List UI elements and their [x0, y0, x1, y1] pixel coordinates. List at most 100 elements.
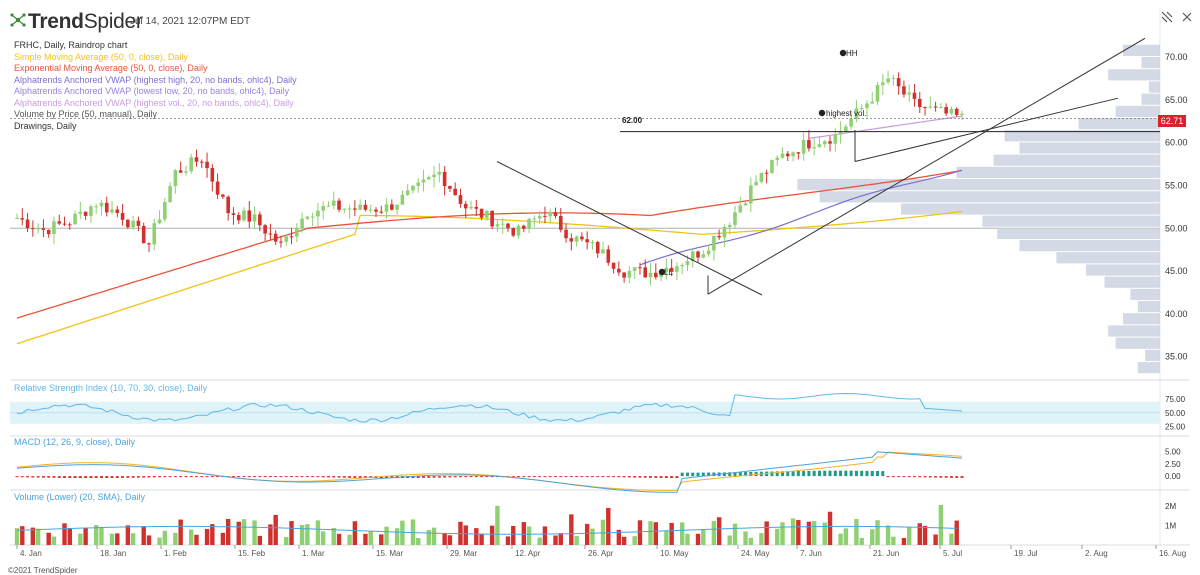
- candle-body: [374, 209, 378, 212]
- candle-body: [25, 219, 30, 229]
- macd-hist-bar: [68, 476, 72, 478]
- candle-body: [168, 186, 172, 203]
- candle-body: [490, 210, 494, 227]
- volume-bar: [284, 536, 289, 545]
- volume-bar: [14, 528, 20, 545]
- volume-bar: [574, 535, 579, 545]
- legend-item[interactable]: Volume by Price (50, manual), Daily: [14, 109, 158, 119]
- candle-body: [189, 157, 194, 172]
- macd-hist-bar: [802, 470, 806, 477]
- candle-body: [558, 215, 563, 230]
- candle-body: [199, 161, 204, 163]
- macd-hist-bar: [781, 471, 785, 477]
- candle-body: [252, 214, 257, 222]
- rsi-tick-label: 25.00: [1165, 423, 1186, 432]
- volume-bar: [157, 537, 162, 545]
- macd-hist-bar: [728, 472, 732, 477]
- macd-hist-bar: [342, 476, 346, 478]
- volume-bar: [790, 518, 796, 545]
- candle-body: [627, 270, 632, 278]
- volume-bar: [727, 535, 732, 545]
- macd-hist-bar: [627, 476, 631, 478]
- macd-hist-bar: [876, 471, 880, 477]
- candle-body: [236, 214, 241, 221]
- macd-hist-bar: [163, 476, 167, 478]
- candle-body: [812, 147, 816, 149]
- macd-hist-bar: [553, 476, 557, 478]
- volume-bar: [764, 521, 769, 545]
- candle-body: [859, 108, 864, 110]
- volume-bar: [590, 528, 595, 545]
- macd-hist-bar: [564, 476, 568, 478]
- macd-label[interactable]: MACD (12, 26, 9, close), Daily: [14, 437, 136, 447]
- volume-bar: [125, 525, 131, 545]
- candle-body: [844, 126, 848, 132]
- volume-bar: [891, 536, 896, 545]
- x-tick-label: 12. Apr: [515, 549, 541, 558]
- candle-body: [907, 92, 912, 95]
- candle-body: [712, 235, 716, 251]
- candle-body: [448, 185, 452, 189]
- volume-profile-bar: [901, 203, 1160, 215]
- candle-body: [717, 235, 721, 238]
- candle-body: [126, 219, 130, 228]
- volume-profile-bar: [956, 166, 1160, 178]
- macd-hist-bar: [949, 476, 953, 478]
- macd-hist-bar: [115, 476, 119, 478]
- close-icon[interactable]: [1180, 10, 1194, 24]
- volume-bar: [811, 520, 817, 545]
- x-tick-label: 5. Jul: [943, 549, 962, 558]
- volume-bar: [474, 528, 479, 545]
- candle-body: [194, 157, 199, 162]
- macd-hist-bar: [126, 476, 130, 478]
- macd-hist-bar: [664, 476, 668, 478]
- macd-hist-bar: [316, 476, 320, 478]
- candle-body: [110, 209, 114, 213]
- legend-item[interactable]: FRHC, Daily, Raindrop chart: [14, 40, 128, 50]
- legend-item[interactable]: Alphatrends Anchored VWAP (lowest low, 2…: [14, 86, 290, 96]
- macd-hist-bar: [284, 476, 288, 478]
- candle-body: [870, 101, 875, 104]
- legend-item[interactable]: Drawings, Daily: [14, 120, 77, 131]
- volume-label[interactable]: Volume (Lower) (20, SMA), Daily: [14, 492, 146, 502]
- candle-body: [917, 98, 922, 108]
- legend-item[interactable]: Exponential Moving Average (50, 0, close…: [14, 63, 208, 73]
- macd-hist-bar: [617, 476, 621, 478]
- macd-hist-bar: [147, 476, 151, 478]
- legend-item[interactable]: Alphatrends Anchored VWAP (highest vol.,…: [14, 97, 294, 108]
- macd-hist-bar: [469, 476, 473, 478]
- macd-hist-bar: [36, 476, 40, 478]
- volume-bar: [806, 521, 812, 545]
- macd-hist-bar: [569, 476, 573, 478]
- legend-item[interactable]: Simple Moving Average (50, 0, close), Da…: [14, 51, 188, 62]
- volume-bar: [189, 529, 194, 545]
- volume-bar: [495, 505, 500, 545]
- lines-icon[interactable]: [1160, 10, 1174, 24]
- legend-item[interactable]: Alphatrends Anchored VWAP (highest high,…: [14, 74, 297, 85]
- candle-body: [949, 108, 954, 114]
- x-tick-label: 10. May: [660, 549, 688, 558]
- volume-bar: [938, 504, 944, 545]
- volume-bar: [796, 520, 801, 545]
- macd-hist-bar: [775, 471, 779, 477]
- volume-bar: [426, 530, 431, 545]
- x-tick-label: 24. May: [741, 549, 769, 558]
- rsi-label[interactable]: Relative Strength Index (10, 70, 30, clo…: [14, 383, 208, 393]
- candle-body: [395, 204, 399, 210]
- candle-body: [300, 218, 304, 229]
- volume-bar: [99, 527, 104, 545]
- candle-body: [585, 239, 589, 243]
- macd-hist-bar: [786, 471, 790, 477]
- volume-bar: [78, 533, 83, 545]
- price-tick-label: 65.00: [1165, 95, 1188, 105]
- volume-bar: [463, 525, 468, 545]
- volume-profile-bar: [1137, 362, 1160, 374]
- macd-hist-bar: [522, 476, 526, 478]
- x-tick-label: 2. Aug: [1085, 549, 1108, 558]
- x-tick-label: 7. Jun: [800, 549, 822, 558]
- macd-hist-bar: [453, 476, 457, 478]
- volume-bar: [315, 520, 321, 545]
- macd-hist-bar: [659, 476, 663, 478]
- volume-bar: [917, 523, 922, 545]
- macd-hist-bar: [960, 476, 964, 478]
